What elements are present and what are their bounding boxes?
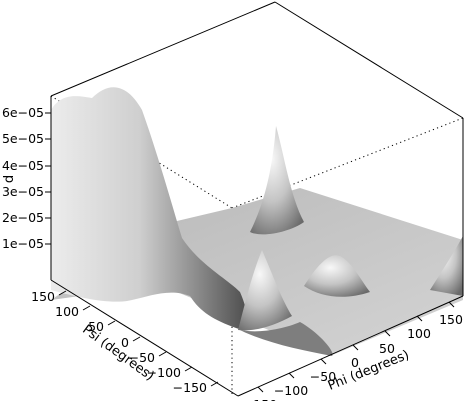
psi-tick-label: 150 [31,289,55,304]
psi-tick-label: 100 [55,304,79,319]
psi-tick-label: −50 [129,350,155,365]
phi-tick-label: 0 [351,355,359,370]
z-tick-label: 5e−05 [2,131,44,146]
phi-tick [448,301,455,308]
box-front-edges [50,1,464,397]
surface-peak-small [304,255,370,297]
phi-tick-label: 50 [379,341,395,356]
phi-tick-label: 100 [407,326,431,341]
phi-axis: −150−100−50 0 50 100 150 [243,301,463,401]
psi-tick [158,351,167,357]
psi-tick [82,305,91,311]
z-tick-label: 3e−05 [2,184,44,199]
psi-tick-label: −150 [173,380,207,395]
phi-tick [352,344,359,351]
surface-peak-front [238,250,292,331]
z-tick-label: 2e−05 [2,210,44,225]
phi-tick [384,330,391,337]
z-tick-label: 6e−05 [2,105,44,120]
phi-tick-label: −50 [310,369,336,384]
phi-tick [257,386,264,393]
psi-tick-label: 0 [121,335,129,350]
z-tick-label: 1e−05 [2,236,44,251]
surface-corner-bump [430,236,463,296]
phi-tick-label: −100 [274,383,308,398]
surface-peak-center [250,126,304,235]
surface-front-lip [236,322,333,356]
psi-tick [132,336,141,342]
x-axis-label: Phi (degrees) [326,348,412,394]
phi-tick [320,358,327,365]
psi-tick [58,290,67,296]
psi-tick [210,381,219,387]
psi-tick [107,320,116,326]
phi-tick [288,372,295,379]
surface [51,87,463,356]
z-axis-label: d [2,175,17,183]
psi-tick [184,366,193,372]
z-axis: 1e−05 2e−05 3e−05 4e−05 5e−05 6e−05 [2,105,51,251]
psi-tick-label: −100 [147,365,181,380]
z-tick-label: 4e−05 [2,158,44,173]
phi-tick-label: 150 [439,312,463,327]
psi-tick-label: 50 [88,319,104,334]
phi-tick [416,315,423,322]
phi-tick-label: −150 [243,397,277,401]
surface-ridge [51,87,248,329]
